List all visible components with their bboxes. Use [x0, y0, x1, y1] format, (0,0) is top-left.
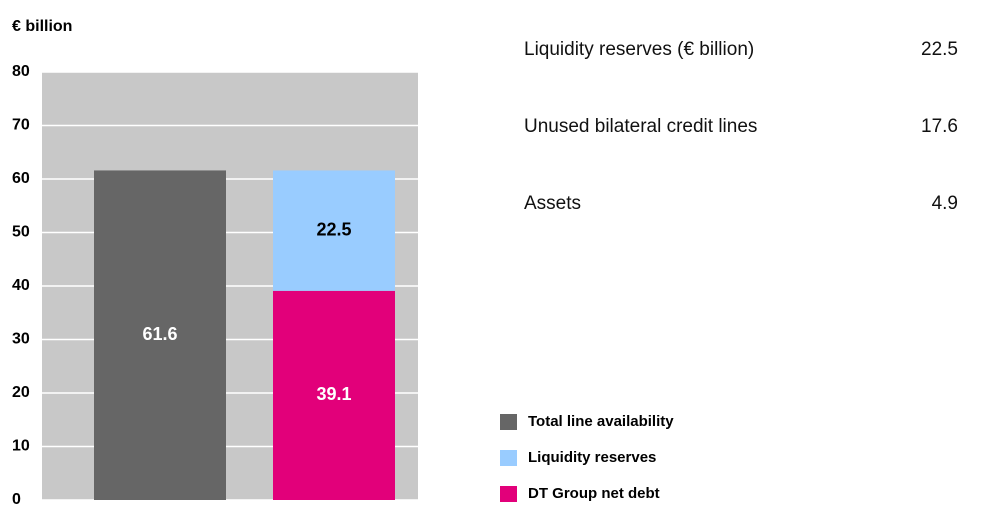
- legend-label: Liquidity reserves: [528, 449, 656, 466]
- table-label: Liquidity reserves (€ billion): [524, 39, 754, 60]
- table-value: 22.5: [921, 39, 958, 60]
- legend-swatch: [500, 450, 517, 466]
- y-tick-label: 30: [12, 331, 30, 348]
- data-label: 39.1: [316, 384, 351, 404]
- legend-swatch: [500, 414, 517, 430]
- y-tick-label: 70: [12, 117, 30, 134]
- y-tick-label: 20: [12, 384, 30, 401]
- y-tick-label: 10: [12, 438, 30, 455]
- data-label: 22.5: [316, 219, 351, 239]
- y-tick-label: 50: [12, 224, 30, 241]
- legend-label: DT Group net debt: [528, 485, 660, 502]
- legend-swatch: [500, 486, 517, 502]
- y-tick-label: 60: [12, 170, 30, 187]
- data-label: 61.6: [142, 324, 177, 344]
- bar-segment: [273, 170, 395, 291]
- y-axis-label: € billion: [12, 18, 72, 35]
- table-label: Unused bilateral credit lines: [524, 116, 757, 137]
- y-tick-label: 40: [12, 277, 30, 294]
- bar-segment: [273, 290, 395, 500]
- table-value: 17.6: [921, 116, 958, 137]
- y-tick-label: 80: [12, 63, 30, 80]
- y-tick-label: 0: [12, 491, 21, 508]
- table-label: Assets: [524, 193, 581, 214]
- bar-segment: [94, 170, 226, 500]
- table-value: 4.9: [932, 193, 958, 214]
- legend-label: Total line availability: [528, 413, 674, 430]
